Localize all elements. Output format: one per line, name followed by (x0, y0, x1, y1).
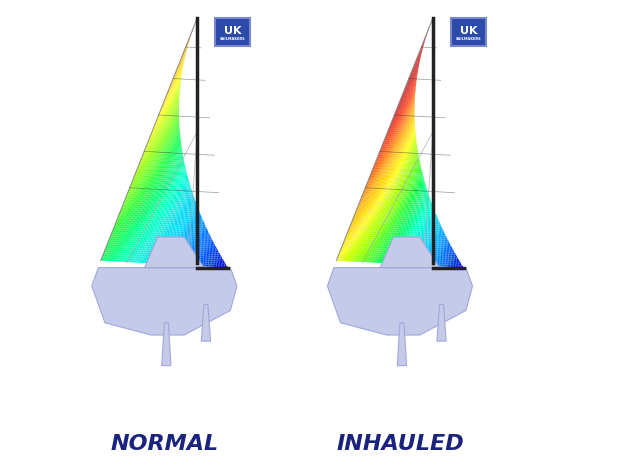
Polygon shape (328, 268, 472, 335)
Polygon shape (380, 237, 439, 268)
Polygon shape (398, 323, 406, 365)
FancyBboxPatch shape (451, 18, 486, 46)
Text: SAILMAKERS: SAILMAKERS (455, 37, 481, 41)
Polygon shape (92, 268, 237, 335)
Text: SAILMAKERS: SAILMAKERS (220, 37, 246, 41)
FancyBboxPatch shape (215, 18, 250, 46)
Polygon shape (162, 323, 171, 365)
Text: NORMAL: NORMAL (110, 434, 218, 455)
Text: INHAULED: INHAULED (336, 434, 464, 455)
Text: UK: UK (224, 26, 241, 36)
Polygon shape (201, 304, 211, 341)
Polygon shape (145, 237, 204, 268)
Polygon shape (437, 304, 446, 341)
Text: UK: UK (460, 26, 477, 36)
